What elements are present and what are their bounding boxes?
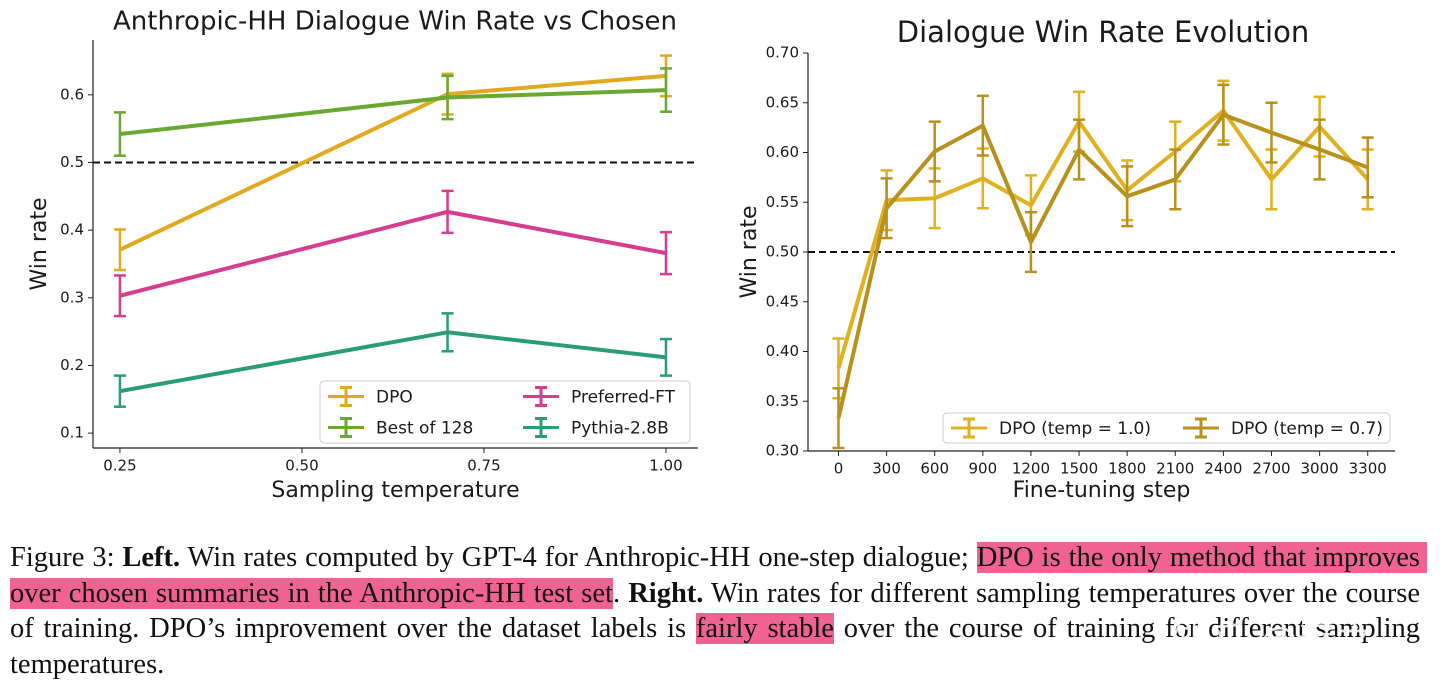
y-tick-label: 0.45	[766, 292, 799, 310]
error-bar	[976, 94, 989, 157]
x-tick-label: 2100	[1156, 460, 1194, 478]
x-tick-label: 1.00	[649, 457, 682, 475]
x-tick-label: 0.75	[467, 457, 500, 475]
error-bar	[1265, 101, 1278, 164]
caption-highlight: fairly stable	[695, 613, 834, 644]
legend-label: Pythia-2.8B	[571, 419, 669, 439]
error-bar	[659, 67, 672, 113]
legend-marker	[1183, 417, 1219, 439]
y-tick-label: 0.5	[60, 153, 84, 171]
x-tick-label: 1800	[1108, 460, 1146, 478]
y-tick-label: 0.4	[60, 221, 84, 239]
error-bar	[113, 374, 126, 408]
error-bar	[441, 189, 454, 235]
caption-text: over the course of training for differen…	[10, 613, 1428, 680]
figure: Anthropic-HH Dialogue Win Rate vs Chosen…	[27, 7, 1395, 503]
error-bar	[659, 337, 672, 377]
legend-marker	[951, 417, 987, 439]
y-tick-label: 0.60	[766, 143, 799, 161]
caption-bold: Left.	[122, 542, 181, 573]
error-bar	[113, 274, 126, 318]
y-tick-label: 0.35	[766, 392, 799, 410]
x-tick-label: 0.25	[103, 457, 136, 475]
watermark: 知乎 @远之	[1172, 619, 1375, 663]
x-tick-label: 0.50	[285, 457, 318, 475]
chart-title: Dialogue Win Rate Evolution	[897, 15, 1309, 49]
legend-label: DPO (temp = 1.0)	[999, 419, 1151, 439]
x-tick-label: 2700	[1252, 460, 1290, 478]
error-bar	[832, 387, 845, 450]
y-axis-label: Win rate	[27, 197, 52, 290]
x-tick-label: 2400	[1204, 460, 1242, 478]
error-bar	[880, 177, 893, 240]
x-tick-label: 1500	[1060, 460, 1098, 478]
error-bar	[659, 230, 672, 276]
y-tick-label: 0.65	[766, 93, 799, 111]
error-bar	[1121, 165, 1134, 228]
y-tick-label: 0.30	[766, 442, 799, 460]
y-tick-label: 0.1	[60, 424, 84, 442]
series-line	[836, 108, 1370, 369]
caption-text: .	[612, 577, 629, 609]
x-tick-label: 1200	[1012, 460, 1050, 478]
y-tick-label: 0.70	[766, 44, 799, 62]
x-axis-label: Sampling temperature	[271, 478, 519, 503]
series-line	[119, 88, 667, 137]
y-tick-label: 0.55	[766, 193, 799, 211]
legend-marker	[523, 386, 559, 407]
legend-box	[942, 412, 1391, 444]
legend-label: DPO	[376, 388, 413, 408]
caption-text: Figure 3:	[10, 542, 123, 573]
legend-box	[319, 380, 691, 444]
legend-label: Best of 128	[376, 419, 473, 439]
y-tick-label: 0.50	[766, 243, 799, 261]
error-bar	[441, 74, 454, 121]
legend-marker	[523, 417, 559, 438]
y-tick-label: 0.3	[60, 288, 84, 306]
x-tick-label: 300	[872, 460, 901, 478]
y-tick-label: 0.40	[766, 342, 799, 360]
error-bar	[1024, 210, 1037, 274]
y-tick-label: 0.2	[60, 356, 84, 374]
series-line	[119, 209, 667, 298]
error-bar	[113, 228, 126, 272]
legend-marker	[328, 417, 364, 438]
error-bar	[1313, 118, 1326, 181]
legend-marker	[328, 386, 364, 407]
error-bar	[1361, 136, 1374, 199]
x-tick-label: 3000	[1301, 460, 1339, 478]
error-bar	[113, 111, 126, 157]
error-bar	[928, 120, 941, 183]
y-tick-label: 0.6	[60, 85, 84, 103]
series-line	[836, 112, 1369, 419]
error-bar	[1169, 148, 1182, 211]
x-tick-label: 3300	[1349, 460, 1387, 478]
x-axis-label: Fine-tuning step	[1013, 478, 1191, 503]
error-bar	[1217, 83, 1230, 146]
caption: Figure 3: Left. Win rates computed by GP…	[10, 540, 1428, 682]
y-axis-label: Win rate	[737, 205, 762, 298]
x-tick-label: 600	[920, 460, 949, 478]
x-tick-label: 0	[834, 460, 844, 478]
x-tick-label: 900	[968, 460, 997, 478]
caption-bold: Right.	[628, 577, 704, 609]
caption-text: Win rates computed by GPT-4 for Anthropi…	[180, 542, 977, 573]
legend-label: DPO (temp = 0.7)	[1231, 419, 1383, 439]
legend-label: Preferred-FT	[571, 388, 676, 408]
error-bar	[1073, 118, 1086, 181]
chart-title: Anthropic-HH Dialogue Win Rate vs Chosen	[113, 7, 677, 37]
error-bar	[441, 312, 454, 353]
caption-text: Win rates for different sampling tempera…	[10, 577, 1428, 645]
